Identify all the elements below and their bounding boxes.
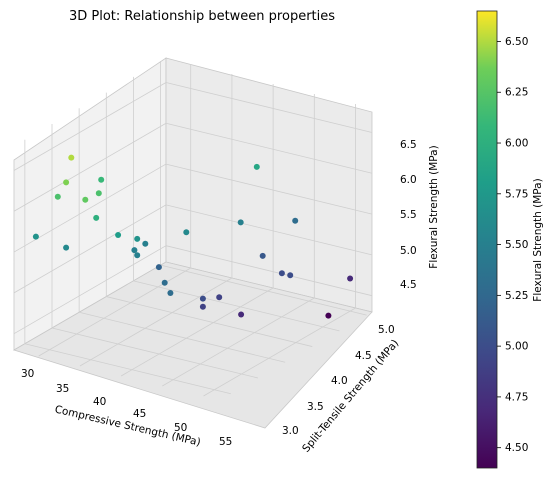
colorbar-tick-label: 5.00: [505, 341, 528, 353]
chart-title: 3D Plot: Relationship between properties: [69, 9, 335, 24]
y-grid-line: [79, 277, 233, 367]
data-point: [98, 176, 105, 183]
z-grid-line: [165, 163, 373, 215]
data-point: [237, 219, 244, 226]
colorbar-tick-label: 4.75: [505, 391, 528, 403]
data-point: [238, 311, 245, 318]
floor-pane: [13, 261, 373, 429]
z-grid-line: [13, 245, 167, 335]
data-point: [82, 196, 89, 203]
z-grid-line: [165, 204, 373, 256]
data-point: [347, 275, 354, 282]
z-grid-line: [13, 82, 167, 171]
colorbar-tick-label: 6.00: [505, 138, 528, 150]
data-point: [278, 270, 285, 277]
data-point: [167, 290, 174, 296]
data-point: [199, 295, 206, 302]
data-point: [199, 303, 206, 310]
z-tick-label: 4.5: [400, 279, 417, 291]
data-point: [253, 163, 260, 170]
z-grid-line: [13, 163, 167, 253]
data-point: [287, 272, 294, 279]
colorbar-tick-label: 5.50: [505, 239, 528, 251]
data-point: [155, 264, 162, 271]
data-points: [32, 154, 354, 319]
data-point: [216, 294, 223, 301]
colorbar-ticks: 4.50 4.75 5.00 5.25 5.50 5.75 6.00 6.25 6.50: [497, 36, 528, 454]
y-grid-line: [203, 307, 356, 397]
data-point: [134, 235, 141, 242]
y-tick-label: 4.0: [331, 375, 348, 387]
data-point: [259, 252, 266, 259]
data-point: [142, 240, 149, 247]
x-tick-label: 45: [133, 408, 146, 420]
x-tick-label: 40: [93, 396, 106, 408]
y-tick-label: 3.0: [282, 425, 299, 437]
colorbar-label: Flexural Strength (MPa): [532, 178, 544, 301]
colorbar-tick-label: 6.50: [505, 36, 528, 48]
z-grid-line: [165, 82, 373, 133]
y-tick-label: 3.5: [307, 401, 324, 413]
x-grid-line: [133, 280, 340, 332]
y-grid-line: [120, 287, 274, 377]
data-point: [325, 312, 332, 319]
data-point: [63, 179, 70, 186]
colorbar: 4.50 4.75 5.00 5.25 5.50 5.75 6.00 6.25 6.50 Fle…: [476, 10, 544, 469]
z-tick-label: 5.0: [400, 245, 417, 257]
x-grid-line: [51, 327, 259, 379]
x-grid-line: [24, 343, 231, 395]
data-point: [54, 193, 61, 200]
data-point: [115, 232, 122, 238]
z-axis-label: Flexural Strength (MPa): [428, 145, 440, 268]
z-tick-label: 6.0: [400, 174, 417, 186]
data-point: [63, 244, 70, 251]
grid-lines: [13, 61, 373, 397]
colorbar-tick-label: 6.25: [505, 87, 528, 99]
x-tick-label: 50: [174, 422, 187, 434]
colorbar-gradient: [476, 10, 498, 469]
z-tick-label: 6.5: [400, 139, 417, 151]
z-grid-line: [165, 245, 373, 297]
x-tick-label: 30: [21, 368, 34, 380]
z-grid-line: [13, 122, 167, 212]
z-tick-label: 5.5: [400, 209, 417, 221]
data-point: [32, 233, 39, 240]
y-tick-label: 5.0: [378, 324, 395, 336]
x-grid-line: [160, 264, 367, 316]
z-axis: 4.5 5.0 5.5 6.0 6.5 Flexural Strength (M…: [400, 139, 440, 291]
x-grid-line: [106, 296, 313, 347]
colorbar-tick-label: 5.25: [505, 290, 528, 302]
x-tick-label: 35: [56, 383, 69, 395]
x-grid-line: [79, 311, 286, 363]
colorbar-tick-label: 4.50: [505, 442, 528, 454]
colorbar-tick-label: 5.75: [505, 188, 528, 200]
z-grid-line: [13, 204, 167, 294]
data-point: [95, 190, 102, 197]
y-grid-line: [162, 297, 315, 387]
y-tick-label: 4.5: [355, 350, 372, 362]
data-point: [134, 252, 141, 259]
data-point: [161, 279, 168, 286]
x-tick-label: 55: [219, 436, 232, 448]
data-point: [131, 247, 138, 254]
data-point: [292, 217, 299, 224]
data-point: [93, 214, 100, 221]
data-point: [68, 154, 75, 161]
z-grid-line: [165, 122, 373, 174]
data-point: [183, 229, 190, 236]
